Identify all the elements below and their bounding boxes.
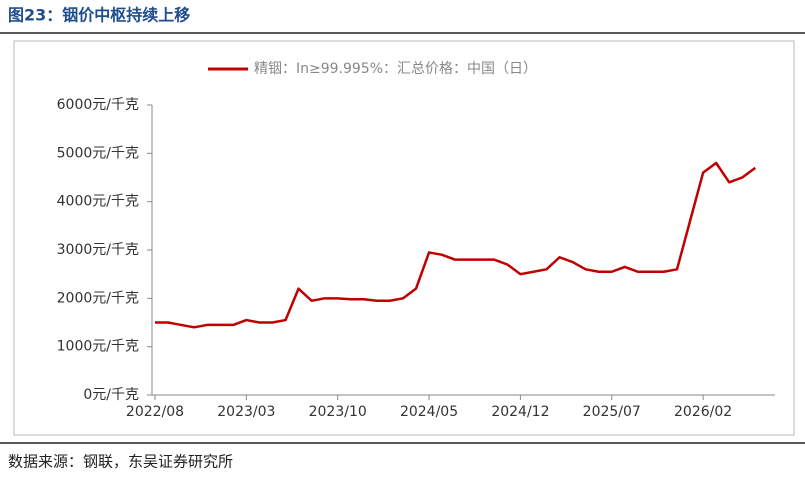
y-tick-label: 2000元/千克 [57, 290, 139, 306]
line-series [155, 161, 757, 329]
x-tick-label: 2022/08 [126, 404, 184, 420]
y-tick-label: 6000元/千克 [57, 97, 139, 113]
y-tick-label: 1000元/千克 [57, 339, 139, 355]
legend-label: 精铟：In≥99.995%：汇总价格：中国（日） [254, 61, 537, 77]
y-tick-label: 4000元/千克 [57, 194, 139, 210]
x-tick-label: 2026/02 [674, 404, 732, 420]
y-tick-label: 5000元/千克 [57, 145, 139, 161]
x-tick-label: 2023/10 [309, 404, 367, 420]
chart-title: 图23：铟价中枢持续上移 [8, 6, 190, 25]
y-tick-label: 0元/千克 [83, 387, 139, 403]
x-tick-label: 2023/03 [217, 404, 275, 420]
x-tick-label: 2024/05 [400, 404, 458, 420]
source: 数据来源：钢联，东吴证券研究所 [8, 453, 233, 471]
chart-frame [13, 40, 795, 436]
x-tick-label: 2024/12 [491, 404, 549, 420]
x-tick-label: 2025/07 [583, 404, 641, 420]
y-tick-label: 3000元/千克 [57, 242, 139, 258]
